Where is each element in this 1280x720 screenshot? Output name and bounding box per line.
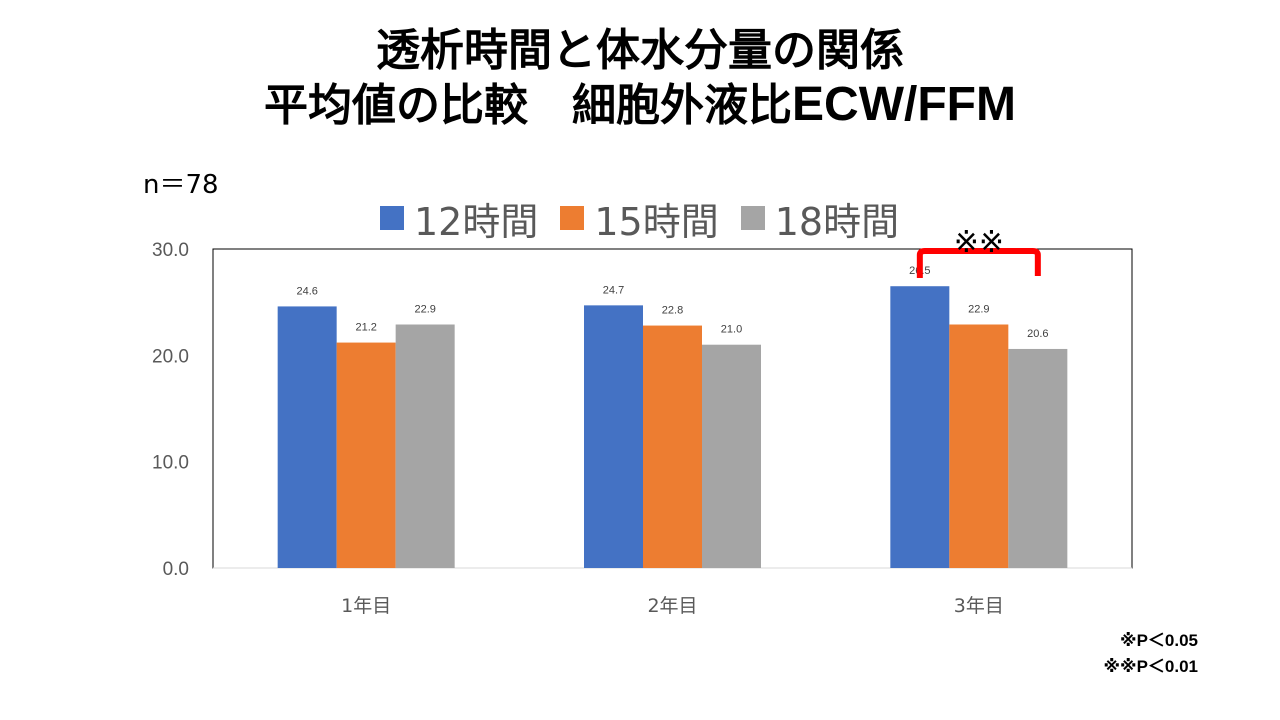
chart-title-line2-jp: 平均値の比較 細胞外液比 bbox=[264, 80, 793, 131]
data-label: 20.6 bbox=[1027, 328, 1048, 340]
y-tick-label: 0.0 bbox=[163, 559, 189, 580]
bar bbox=[1008, 348, 1068, 568]
data-label: 21.2 bbox=[355, 322, 376, 334]
legend-label: 15時間 bbox=[594, 199, 719, 244]
y-tick-label: 20.0 bbox=[152, 346, 189, 367]
data-label: 21.0 bbox=[721, 324, 742, 336]
chart-legend: 12時間 15時間 18時間 bbox=[380, 196, 899, 244]
y-tick-label: 10.0 bbox=[152, 453, 189, 474]
bar bbox=[890, 286, 950, 568]
legend-item: 12時間 bbox=[380, 191, 538, 246]
data-label: 22.9 bbox=[968, 303, 989, 315]
footnote-p005: ※P＜0.05 bbox=[1120, 631, 1198, 650]
data-label: 24.7 bbox=[603, 284, 624, 296]
bar bbox=[277, 306, 337, 568]
chart-title-line2-en: ECW/FFM bbox=[792, 78, 1016, 131]
footnote-p001: ※※P＜0.01 bbox=[1103, 657, 1198, 676]
data-label: 22.8 bbox=[662, 305, 683, 317]
legend-swatch bbox=[560, 206, 585, 230]
chart-title-line2: 平均値の比較 細胞外液比ECW/FFM bbox=[0, 80, 1280, 131]
legend-item: 18時間 bbox=[740, 191, 900, 246]
legend-item: 15時間 bbox=[560, 191, 719, 246]
bar bbox=[949, 324, 1009, 568]
bar bbox=[395, 324, 455, 568]
bar bbox=[584, 305, 643, 568]
y-tick-label: 30.0 bbox=[152, 240, 189, 261]
data-label: 24.6 bbox=[296, 285, 317, 297]
significance-mark: ※※ bbox=[954, 225, 1004, 260]
bar bbox=[643, 325, 702, 568]
legend-label: 12時間 bbox=[414, 199, 539, 244]
legend-swatch bbox=[740, 206, 765, 230]
x-category-label: 3年目 bbox=[954, 595, 1004, 617]
data-label: 22.9 bbox=[414, 303, 435, 315]
sample-size-label: n＝78 bbox=[143, 170, 219, 200]
x-category-label: 2年目 bbox=[647, 595, 697, 617]
x-category-label: 1年目 bbox=[341, 595, 391, 617]
legend-swatch bbox=[380, 206, 404, 230]
bar bbox=[702, 344, 761, 568]
legend-label: 18時間 bbox=[774, 199, 900, 244]
significance-bracket bbox=[916, 248, 1041, 278]
chart-title-line1: 透析時間と体水分量の関係 bbox=[376, 25, 904, 76]
bar bbox=[336, 342, 396, 568]
